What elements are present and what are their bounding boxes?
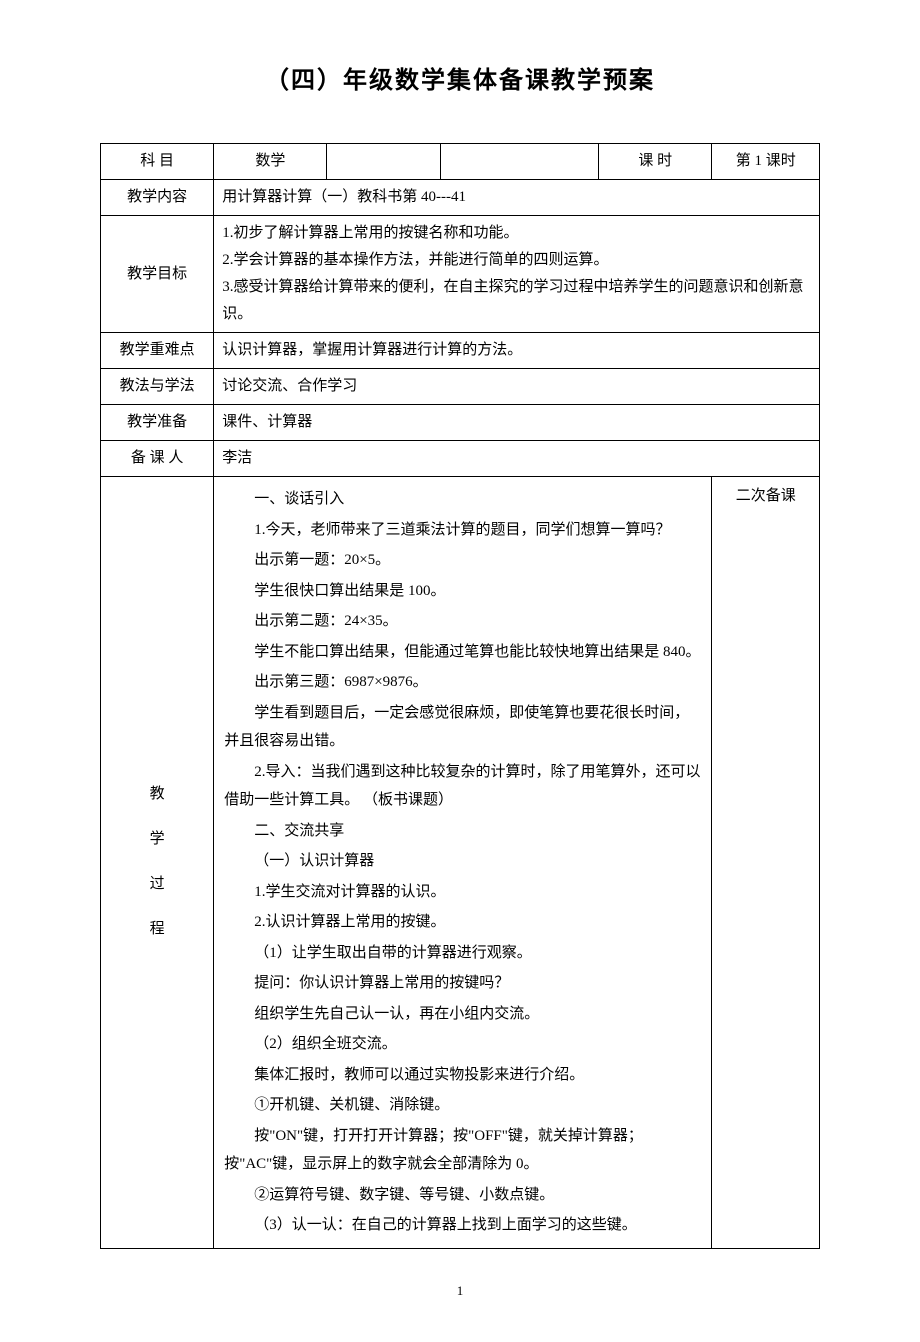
difficulty-label: 教学重难点 xyxy=(101,333,214,369)
objectives-label: 教学目标 xyxy=(101,216,214,333)
document-title: （四）年级数学集体备课教学预案 xyxy=(100,60,820,103)
process-line: 二、交流共享 xyxy=(224,817,701,846)
process-line: 出示第二题：24×35。 xyxy=(224,607,701,636)
process-line: 提问：你认识计算器上常用的按键吗？ xyxy=(224,969,701,998)
empty-cell-1 xyxy=(327,144,440,180)
process-line: 学生不能口算出结果，但能通过笔算也能比较快地算出结果是 840。 xyxy=(224,638,701,667)
process-line: 1.学生交流对计算器的认识。 xyxy=(224,878,701,907)
author-label: 备 课 人 xyxy=(101,441,214,477)
method-label: 教法与学法 xyxy=(101,369,214,405)
process-line: 2.认识计算器上常用的按键。 xyxy=(224,908,701,937)
objectives-value: 1.初步了解计算器上常用的按键名称和功能。 2.学会计算器的基本操作方法，并能进… xyxy=(214,216,820,333)
process-line: 出示第三题：6987×9876。 xyxy=(224,668,701,697)
content-label: 教学内容 xyxy=(101,180,214,216)
lesson-plan-table: 科 目 数学 课 时 第 1 课时 教学内容 用计算器计算（一）教科书第 40-… xyxy=(100,143,820,1249)
subject-value: 数学 xyxy=(214,144,327,180)
process-char-2: 学 xyxy=(109,817,205,862)
process-char-1: 教 xyxy=(109,772,205,817)
empty-cell-2 xyxy=(440,144,599,180)
prep-label: 教学准备 xyxy=(101,405,214,441)
objective-1: 1.初步了解计算器上常用的按键名称和功能。 xyxy=(222,220,811,247)
process-line: ①开机键、关机键、消除键。 xyxy=(224,1091,701,1120)
process-line: （3）认一认：在自己的计算器上找到上面学习的这些键。 xyxy=(224,1211,701,1240)
method-value: 讨论交流、合作学习 xyxy=(214,369,820,405)
difficulty-value: 认识计算器，掌握用计算器进行计算的方法。 xyxy=(214,333,820,369)
process-line: 学生看到题目后，一定会感觉很麻烦，即使笔算也要花很长时间，并且很容易出错。 xyxy=(224,699,701,756)
process-line: （一）认识计算器 xyxy=(224,847,701,876)
process-char-3: 过 xyxy=(109,862,205,907)
page-number: 1 xyxy=(100,1279,820,1302)
process-line: 1.今天，老师带来了三道乘法计算的题目，同学们想算一算吗？ xyxy=(224,516,701,545)
process-line: 一、谈话引入 xyxy=(224,485,701,514)
process-line: 出示第一题：20×5。 xyxy=(224,546,701,575)
objective-3: 3.感受计算器给计算带来的便利，在自主探究的学习过程中培养学生的问题意识和创新意… xyxy=(222,274,811,328)
process-line: ②运算符号键、数字键、等号键、小数点键。 xyxy=(224,1181,701,1210)
process-line: 集体汇报时，教师可以通过实物投影来进行介绍。 xyxy=(224,1061,701,1090)
process-line: 按"ON"键，打开打开计算器；按"OFF"键，就关掉计算器；按"AC"键，显示屏… xyxy=(224,1122,701,1179)
process-line: 学生很快口算出结果是 100。 xyxy=(224,577,701,606)
process-line: （1）让学生取出自带的计算器进行观察。 xyxy=(224,939,701,968)
process-line: 2.导入：当我们遇到这种比较复杂的计算时，除了用笔算外，还可以借助一些计算工具。… xyxy=(224,758,701,815)
process-content: 一、谈话引入 1.今天，老师带来了三道乘法计算的题目，同学们想算一算吗？ 出示第… xyxy=(214,477,712,1249)
process-line: 组织学生先自己认一认，再在小组内交流。 xyxy=(224,1000,701,1029)
process-char-4: 程 xyxy=(109,907,205,952)
period-label: 课 时 xyxy=(599,144,712,180)
process-label: 教 学 过 程 xyxy=(101,477,214,1249)
subject-label: 科 目 xyxy=(101,144,214,180)
process-line: （2）组织全班交流。 xyxy=(224,1030,701,1059)
content-value: 用计算器计算（一）教科书第 40---41 xyxy=(214,180,820,216)
side-notes: 二次备课 xyxy=(712,477,820,1249)
period-value: 第 1 课时 xyxy=(712,144,820,180)
prep-value: 课件、计算器 xyxy=(214,405,820,441)
author-value: 李洁 xyxy=(214,441,820,477)
objective-2: 2.学会计算器的基本操作方法，并能进行简单的四则运算。 xyxy=(222,247,811,274)
